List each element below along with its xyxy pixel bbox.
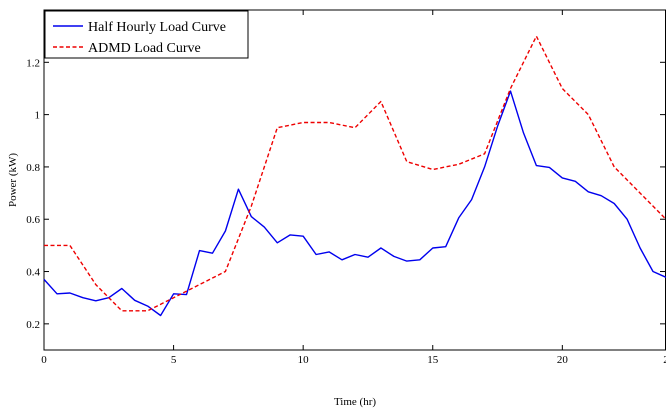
y-tick-label: 0.6	[26, 214, 40, 226]
legend: Half Hourly Load Curve ADMD Load Curve	[44, 10, 249, 59]
y-axis-ticks: 0.2 0.4 0.6 0.8 1 1.2	[26, 57, 665, 331]
x-axis-title: Time (hr)	[334, 396, 376, 408]
x-tick-label: 20	[557, 354, 569, 366]
x-tick-label: 2	[663, 354, 666, 366]
y-tick-label: 1	[35, 110, 41, 122]
y-tick-label: 0.2	[26, 319, 40, 331]
x-tick-label: 5	[171, 354, 177, 366]
series-line-half-hourly	[43, 90, 666, 317]
legend-label-half-hourly: Half Hourly Load Curve	[88, 20, 226, 35]
y-tick-label: 0.8	[26, 162, 40, 174]
y-tick-label: 1.2	[26, 57, 40, 69]
legend-box	[44, 10, 249, 59]
legend-label-admd: ADMD Load Curve	[88, 41, 201, 56]
x-tick-label: 10	[298, 354, 310, 366]
x-tick-label: 15	[427, 354, 439, 366]
y-tick-label: 0.4	[26, 267, 40, 279]
y-axis-title: Power (kW)	[7, 153, 19, 207]
x-axis-ticks: 0 5 10 15 20 2	[41, 10, 666, 366]
series-layer	[43, 35, 666, 317]
x-tick-label: 0	[41, 354, 47, 366]
plot-frame	[43, 9, 666, 351]
